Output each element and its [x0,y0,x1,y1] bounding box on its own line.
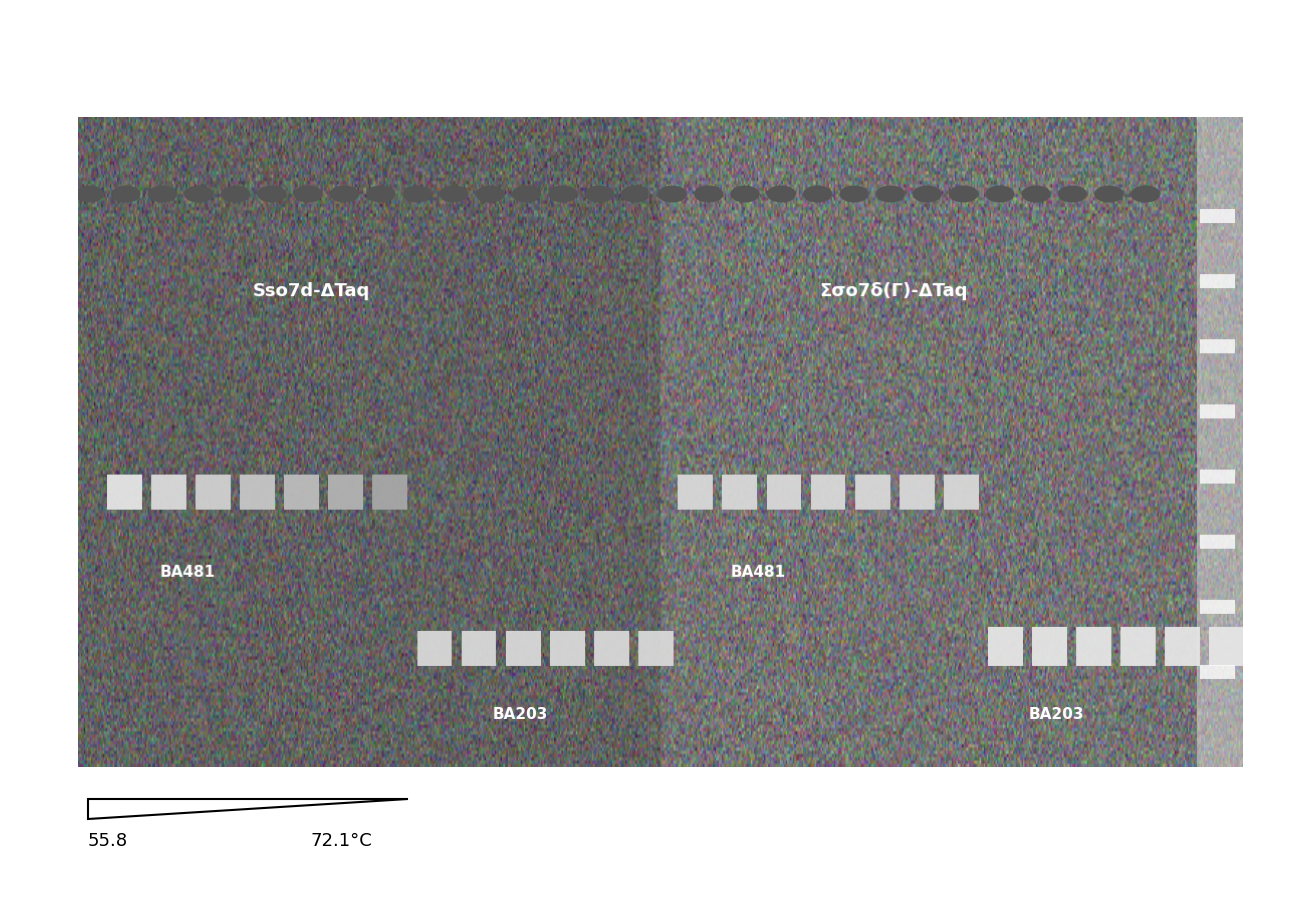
Bar [673,199,1124,699]
Polygon shape [88,799,408,819]
Bar [223,199,1124,699]
Text: FIGURE 1: FIGURE 1 [578,135,748,165]
Bar [223,199,673,699]
Text: 72.1°C: 72.1°C [311,831,373,849]
Text: 55.8: 55.8 [88,831,128,849]
Bar [202,178,1145,721]
